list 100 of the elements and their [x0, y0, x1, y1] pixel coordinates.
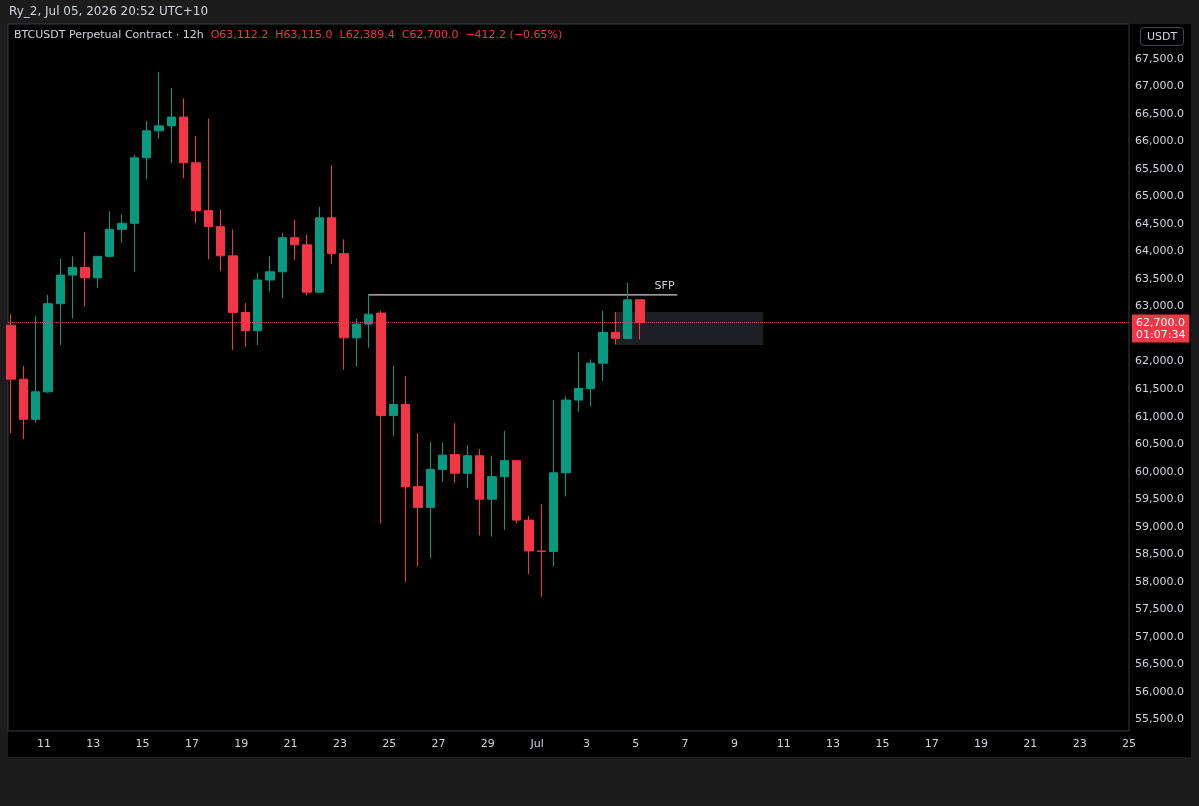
- y-tick-label: 59,500.0: [1135, 492, 1184, 506]
- x-tick-label: 17: [924, 737, 939, 750]
- y-tick-label: 64,500.0: [1135, 216, 1184, 230]
- candlestick: [438, 441, 447, 483]
- annotation: H63,115.0: [275, 28, 333, 41]
- y-tick-label: 60,500.0: [1135, 437, 1184, 451]
- candlestick: [167, 87, 176, 164]
- y-tick-label: 56,500.0: [1135, 657, 1184, 671]
- x-tick-label: 15: [135, 737, 150, 750]
- y-tick-label: 57,000.0: [1135, 629, 1184, 643]
- x-tick-label: 7: [681, 737, 689, 750]
- candlestick: [93, 255, 102, 289]
- candlestick: [278, 232, 287, 299]
- x-tick-label: 29: [480, 737, 495, 750]
- candlestick: [191, 135, 201, 224]
- candlestick: [401, 375, 410, 583]
- x-tick-label: Jul: [529, 737, 544, 750]
- candlestick: [598, 310, 608, 382]
- candlestick: [265, 255, 275, 293]
- y-tick-label: 63,500.0: [1135, 271, 1184, 285]
- y-tick-label: 58,000.0: [1135, 574, 1184, 588]
- annotation: −412.2 (−0.65%): [465, 28, 563, 41]
- annotation: L62,389.4: [339, 28, 395, 41]
- candlestick: [475, 448, 484, 537]
- y-tick-label: 67,500.0: [1135, 51, 1184, 65]
- y-tick-label: 57,500.0: [1135, 602, 1184, 616]
- candlestick: [512, 460, 521, 524]
- candlestick: [623, 282, 632, 340]
- candlestick: [549, 399, 558, 567]
- y-tick-label: 65,000.0: [1135, 189, 1184, 203]
- y-tick-label: 59,000.0: [1135, 519, 1184, 533]
- x-tick-label: 27: [431, 737, 446, 750]
- candlestick: [413, 432, 423, 567]
- candlestick: [574, 351, 583, 413]
- x-tick-label: 21: [283, 737, 298, 750]
- candlestick: [463, 444, 472, 489]
- candlestick: [216, 209, 225, 272]
- x-tick-label: 17: [184, 737, 199, 750]
- y-tick-label: 67,000.0: [1135, 79, 1184, 93]
- y-tick-label: 61,000.0: [1135, 409, 1184, 423]
- x-tick-label: 23: [332, 737, 347, 750]
- x-tick-label: 11: [36, 737, 51, 750]
- annotation: SFP: [654, 278, 675, 292]
- candlestick: [43, 294, 53, 394]
- candlestick: [68, 255, 77, 320]
- x-tick-label: 25: [1122, 737, 1136, 750]
- x-tick-label: 9: [730, 737, 738, 750]
- y-tick-label: 61,500.0: [1135, 382, 1184, 396]
- x-tick-label: 19: [974, 737, 989, 750]
- candlestick: [327, 164, 336, 265]
- y-tick-label: 63,000.0: [1135, 299, 1184, 313]
- candlestick: [80, 231, 90, 307]
- candlestick: [315, 206, 324, 293]
- candlestick: [142, 120, 151, 180]
- candlestick: [487, 455, 497, 538]
- annotation: O63,112.2: [210, 28, 269, 41]
- chart-subtitle: BTCUSDT Perpetual Contract · 12h: [14, 28, 204, 41]
- y-tick-label: 56,000.0: [1135, 684, 1184, 698]
- candlestick: [130, 154, 139, 273]
- x-tick-label: 11: [776, 737, 791, 750]
- y-tick-label: 66,000.0: [1135, 134, 1184, 148]
- y-tick-label: 66,500.0: [1135, 106, 1184, 120]
- y-tick-label: 62,000.0: [1135, 354, 1184, 368]
- y-tick-label: 64,000.0: [1135, 244, 1184, 258]
- candlestick: [154, 71, 164, 140]
- x-tick-label: 25: [382, 737, 397, 750]
- candlestick: [117, 214, 127, 244]
- x-tick-label: 5: [632, 737, 640, 750]
- candlestick: [19, 365, 28, 440]
- y-axis-title: USDT: [1140, 27, 1185, 46]
- candlestick: [56, 258, 65, 346]
- candlestick: [105, 210, 114, 258]
- x-tick-label: 13: [86, 737, 101, 750]
- chart-title: Ry_2, Jul 05, 2026 20:52 UTC+10: [9, 4, 209, 18]
- ref-line-label: 62,700.0 01:07:34: [1136, 315, 1186, 341]
- candlestick: [500, 430, 509, 531]
- candlestick: [561, 395, 571, 497]
- candlestick: [253, 272, 262, 346]
- candlestick: [31, 315, 40, 424]
- x-tick-label: 19: [234, 737, 249, 750]
- x-tick-label: 23: [1072, 737, 1087, 750]
- x-tick-label: 15: [875, 737, 890, 750]
- candlestick: [302, 233, 312, 296]
- candlestick: [586, 358, 595, 408]
- candlestick: [389, 365, 398, 437]
- candlestick: [524, 515, 534, 575]
- y-tick-label: 55,500.0: [1135, 712, 1184, 726]
- candlestick: [204, 118, 213, 260]
- candlestick: [352, 318, 361, 367]
- candlestick: [290, 219, 299, 261]
- y-tick-label: 58,500.0: [1135, 547, 1184, 561]
- candlestick: [537, 503, 546, 598]
- candlestick: [426, 441, 435, 559]
- y-tick-label: 65,500.0: [1135, 161, 1184, 175]
- x-tick-label: 21: [1023, 737, 1038, 750]
- candlestick: [450, 422, 460, 484]
- y-tick-label: 60,000.0: [1135, 464, 1184, 478]
- annotation: C62,700.0: [401, 28, 459, 41]
- x-tick-label: 3: [582, 737, 590, 750]
- candlestick: [179, 97, 188, 179]
